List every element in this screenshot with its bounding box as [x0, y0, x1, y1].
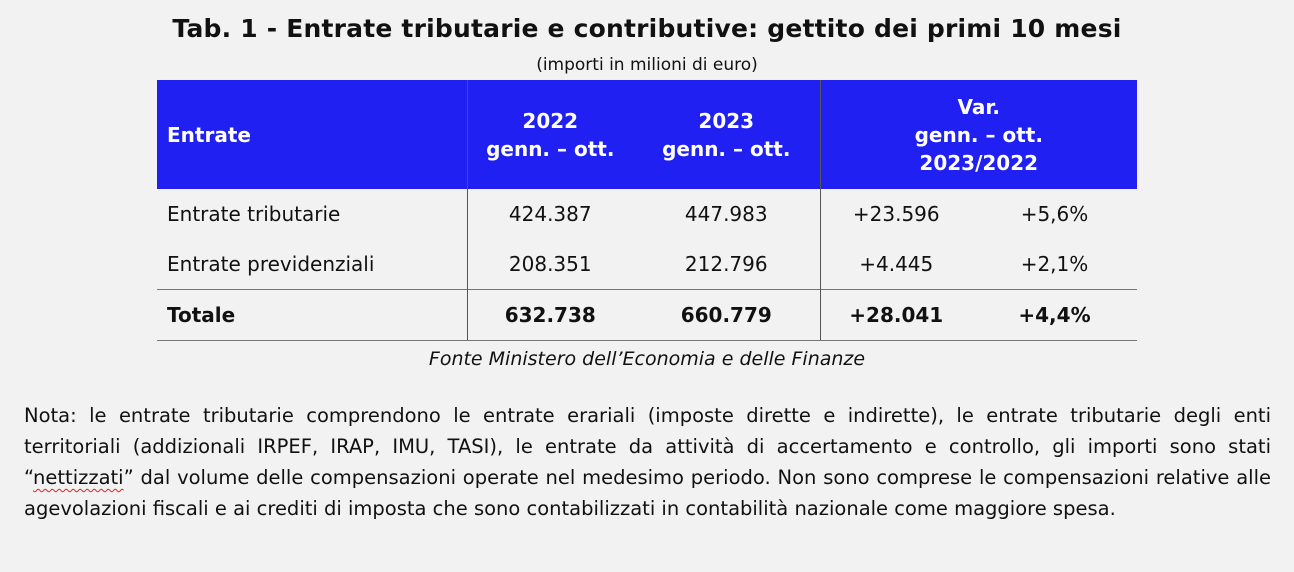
revenue-table: Entrate 2022 genn. – ott. 2023 genn. – o…	[157, 80, 1137, 341]
table-row: Entrate tributarie 424.387 447.983 +23.5…	[157, 189, 1137, 239]
row-var-pct: +5,6%	[1020, 202, 1089, 226]
header-2023-year: 2023	[698, 108, 755, 133]
total-row: Totale 632.738 660.779 +28.041 +4,4%	[157, 289, 1137, 341]
header-2023: 2023 genn. – ott.	[633, 80, 820, 189]
row-label: Entrate tributarie	[167, 202, 341, 226]
row-var-pct: +2,1%	[1020, 252, 1089, 276]
row-value-2023: 447.983	[684, 202, 768, 226]
footnote-text-part2: ” dal volume delle compensazioni operate…	[24, 466, 1271, 520]
total-var-pct: +4,4%	[972, 289, 1137, 341]
source-note: Fonte Ministero dell’Economia e delle Fi…	[428, 348, 866, 370]
footnote-text-part1: Nota: le entrate tributarie comprendono …	[24, 404, 1271, 489]
total-value-2022: 632.738	[466, 289, 633, 341]
total-label: Totale	[157, 289, 467, 341]
table-row: Entrate previdenziali 208.351 212.796 +4…	[157, 239, 1137, 290]
row-value-2023: 212.796	[684, 252, 768, 276]
header-2022-period: genn. – ott.	[486, 136, 615, 161]
row-var-abs: +23.596	[819, 189, 972, 239]
table-title: Tab. 1 - Entrate tributarie e contributi…	[172, 14, 1122, 43]
row-label: Entrate previdenziali	[167, 252, 375, 276]
row-var-abs: +4.445	[819, 239, 972, 290]
header-2023-period: genn. – ott.	[662, 136, 791, 161]
row-value-2022: 208.351	[466, 239, 633, 290]
total-value-2023: 660.779	[633, 289, 820, 341]
footnote: Nota: le entrate tributarie comprendono …	[24, 400, 1271, 524]
table-header-row: Entrate 2022 genn. – ott. 2023 genn. – o…	[157, 80, 1137, 189]
spellcheck-flagged-word[interactable]: nettizzati	[33, 466, 124, 489]
header-variation-years: 2023/2022	[919, 150, 1039, 175]
header-entrate: Entrate	[157, 80, 467, 189]
table-subtitle: (importi in milioni di euro)	[536, 55, 758, 75]
row-value-2022: 424.387	[466, 189, 633, 239]
header-variation: Var. genn. – ott. 2023/2022	[819, 80, 1137, 189]
header-2022-year: 2022	[522, 108, 579, 133]
header-variation-period: genn. – ott.	[914, 122, 1043, 147]
header-2022: 2022 genn. – ott.	[466, 80, 633, 189]
header-variation-label: Var.	[957, 94, 1001, 119]
total-var-abs: +28.041	[819, 289, 972, 341]
